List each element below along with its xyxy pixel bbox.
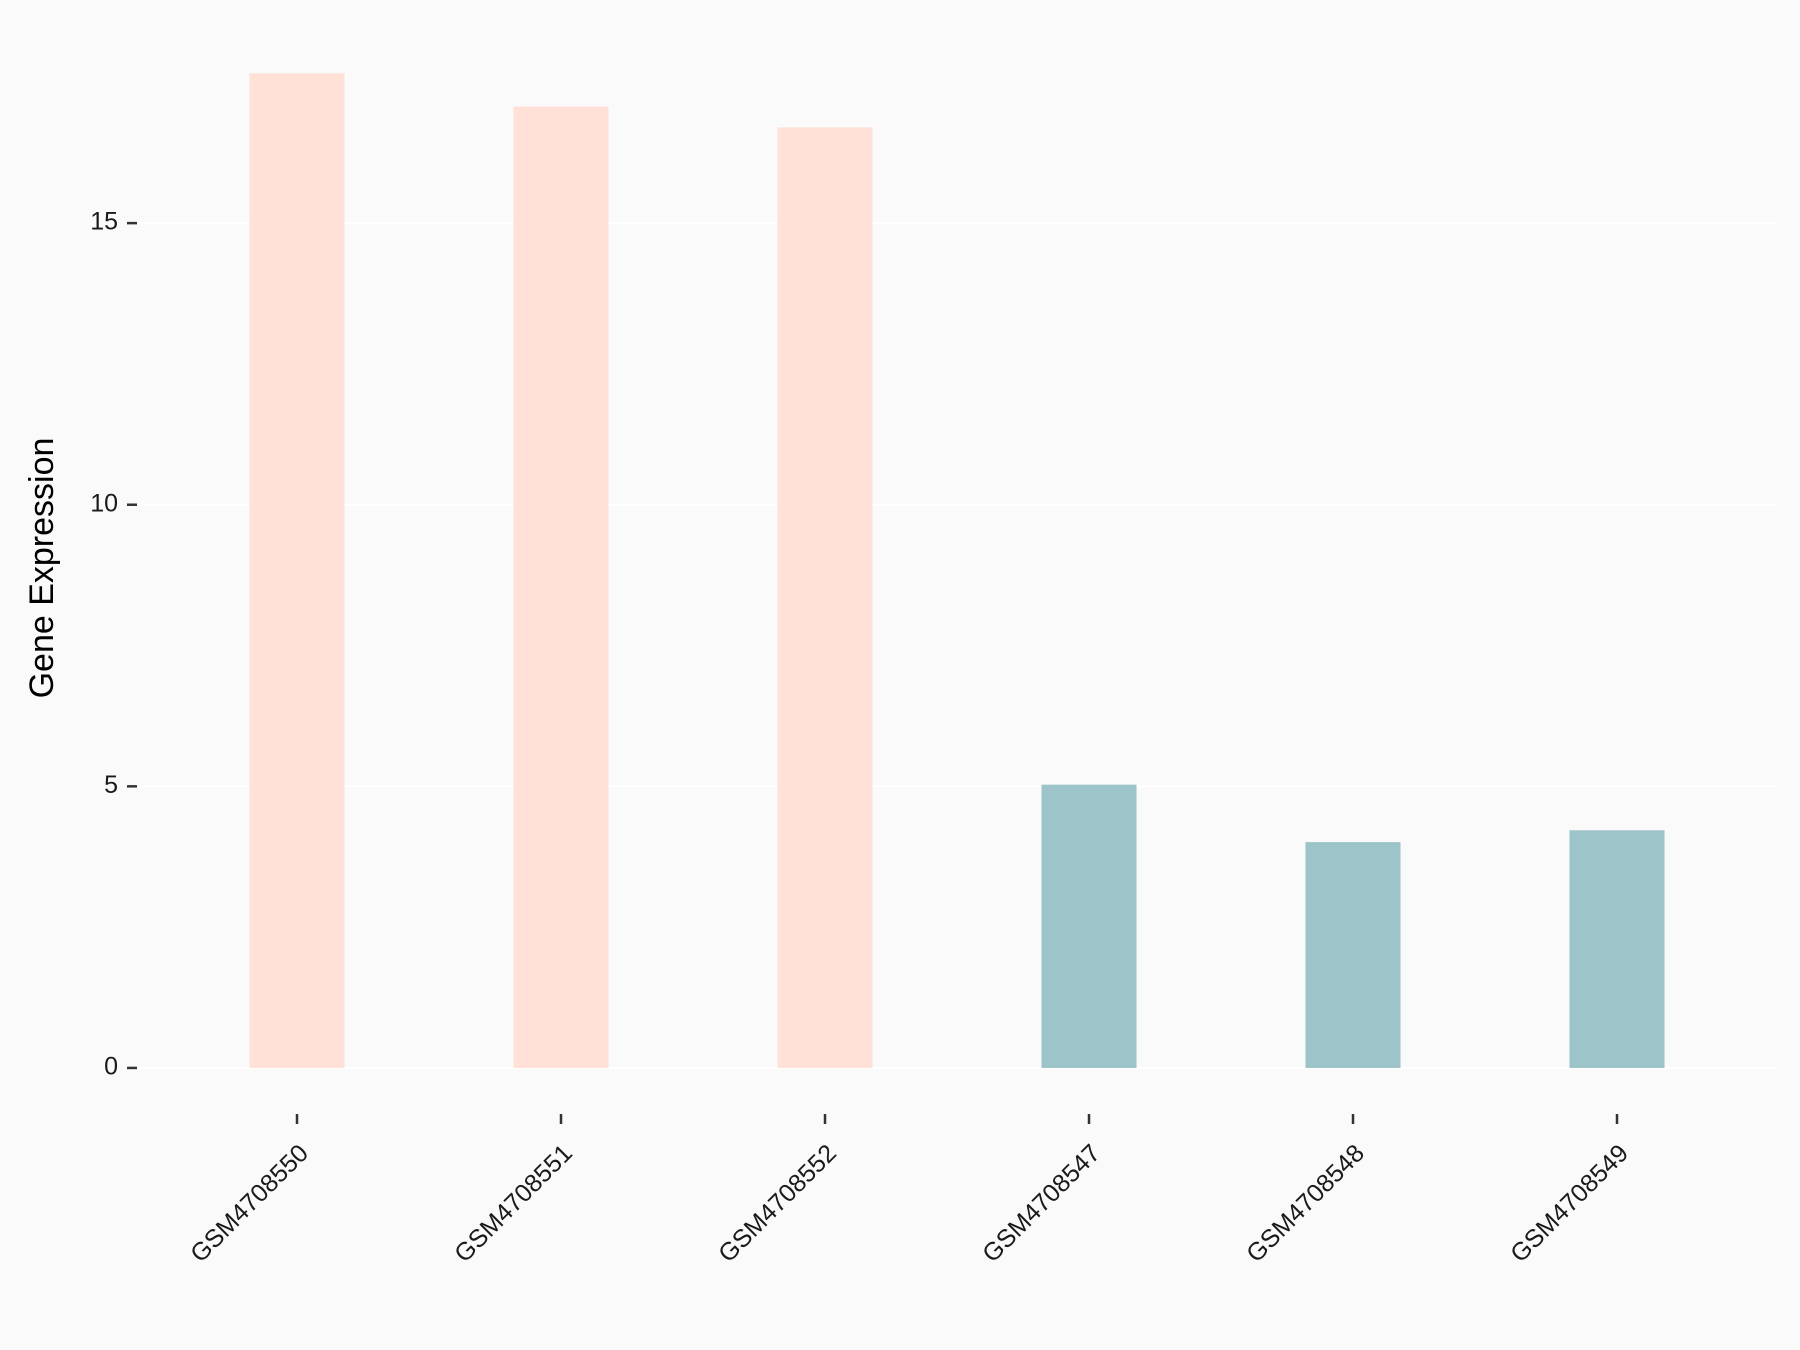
y-axis-label: Gene Expression [23,438,61,699]
bar [1305,842,1401,1068]
y-tick-label: 5 [104,771,118,799]
y-tick-label: 15 [90,208,118,236]
y-tick-label: 10 [90,489,118,517]
x-tick-label: GSM4708547 [977,1139,1106,1268]
x-tick-label: GSM4708548 [1241,1139,1370,1268]
bar [249,73,345,1068]
x-tick-label: GSM4708551 [449,1139,578,1268]
x-tick-label: GSM4708550 [185,1139,314,1268]
bar [777,127,873,1068]
bar [1041,784,1137,1068]
y-tick-label: 0 [104,1053,118,1081]
x-tick-label: GSM4708552 [713,1139,842,1268]
bar [513,106,609,1068]
x-tick-label: GSM4708549 [1505,1139,1634,1268]
bar [1569,830,1665,1068]
